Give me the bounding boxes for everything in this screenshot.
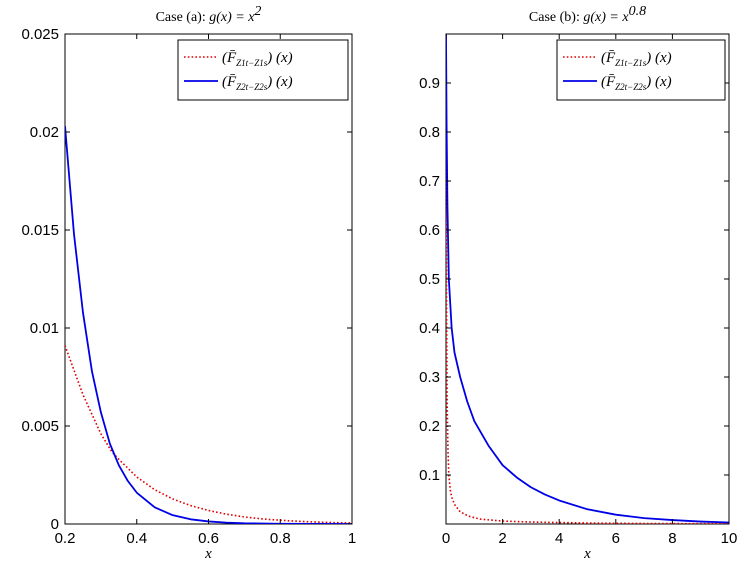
y-tick-label: 0.3 [419,369,440,386]
y-tick-label: 0 [51,516,59,533]
legend-label-subscript: Z1t−Z1s [236,58,268,68]
x-tick-label: 10 [721,530,738,547]
legend-label-tail: ) (x) [266,74,292,90]
y-tick-label: 0.015 [21,222,59,239]
plot-area [64,33,353,525]
y-tick-label: 0.9 [419,75,440,92]
y-tick-label: 0.8 [419,124,440,141]
legend-label-tail: ) (x) [645,50,671,66]
series-line-2 [65,126,352,524]
y-tick-label: 0.2 [419,418,440,435]
legend: (F̄Z1t−Z1s) (x)(F̄Z2t−Z2s) (x) [556,39,726,101]
x-tick-label: 0.2 [55,530,76,547]
legend-box [556,39,726,101]
legend-label-1: (F̄Z1t−Z1s) (x) [222,50,293,68]
x-tick-label: 0.8 [270,530,291,547]
title-prefix: Case (b): [529,10,583,25]
y-tick-label: 0.005 [21,418,59,435]
legend: (F̄Z1t−Z1s) (x)(F̄Z2t−Z2s) (x) [177,39,349,101]
y-tick-label: 0.4 [419,320,440,337]
chart-title: Case (a): g(x) = x2 [156,4,262,25]
legend-box [177,39,349,101]
legend-label-subscript: Z2t−Z2s [236,82,268,92]
legend-label-main: (F̄ [601,74,616,90]
x-tick-label: 0 [442,530,450,547]
x-tick-label: 0.4 [126,530,147,547]
x-axis-label: x [204,546,212,562]
y-tick-label: 0.6 [419,222,440,239]
title-superscript: 2 [254,4,261,19]
chart-title: Case (b): g(x) = x0.8 [529,4,646,25]
chart-panel-a: 0.2 0.4 0.6 0.8 1 0 0.005 0.01 0.015 0.02 0.025 x Ca… [21,4,356,562]
title-prefix: Case (a): [156,10,210,25]
title-superscript: 0.8 [629,4,647,19]
legend-label-main: (F̄ [222,74,237,90]
x-tick-label: 0.6 [198,530,219,547]
y-tick-label: 0.02 [30,124,59,141]
legend-label-main: (F̄ [222,50,237,66]
x-tick-label: 2 [498,530,506,547]
x-axis-label: x [583,546,591,562]
y-tick-label: 0.5 [419,271,440,288]
y-tick-label: 0.025 [21,26,59,43]
title-expression: g(x) = x [583,10,629,25]
plot-area [445,33,730,525]
legend-label-2: (F̄Z2t−Z2s) (x) [601,74,672,92]
title-expression: g(x) = x [209,10,255,25]
legend-label-tail: ) (x) [645,74,671,90]
legend-label-main: (F̄ [601,50,616,66]
legend-label-subscript: Z2t−Z2s [615,82,647,92]
chart-panel-b: 0 2 4 6 8 10 0.1 0.2 0.3 0.4 0.5 0.6 0.7 0.8 0.9 x Case … [419,4,737,562]
y-tick-label: 0.7 [419,173,440,190]
x-tick-label: 4 [555,530,563,547]
x-tick-label: 6 [612,530,620,547]
legend-label-1: (F̄Z1t−Z1s) (x) [601,50,672,68]
y-tick-label: 0.01 [30,320,59,337]
legend-label-2: (F̄Z2t−Z2s) (x) [222,74,293,92]
x-tick-label: 1 [348,530,356,547]
legend-label-subscript: Z1t−Z1s [615,58,647,68]
x-tick-label: 8 [668,530,676,547]
y-tick-label: 0.1 [419,467,440,484]
series-line-2 [446,34,729,524]
legend-label-tail: ) (x) [266,50,292,66]
